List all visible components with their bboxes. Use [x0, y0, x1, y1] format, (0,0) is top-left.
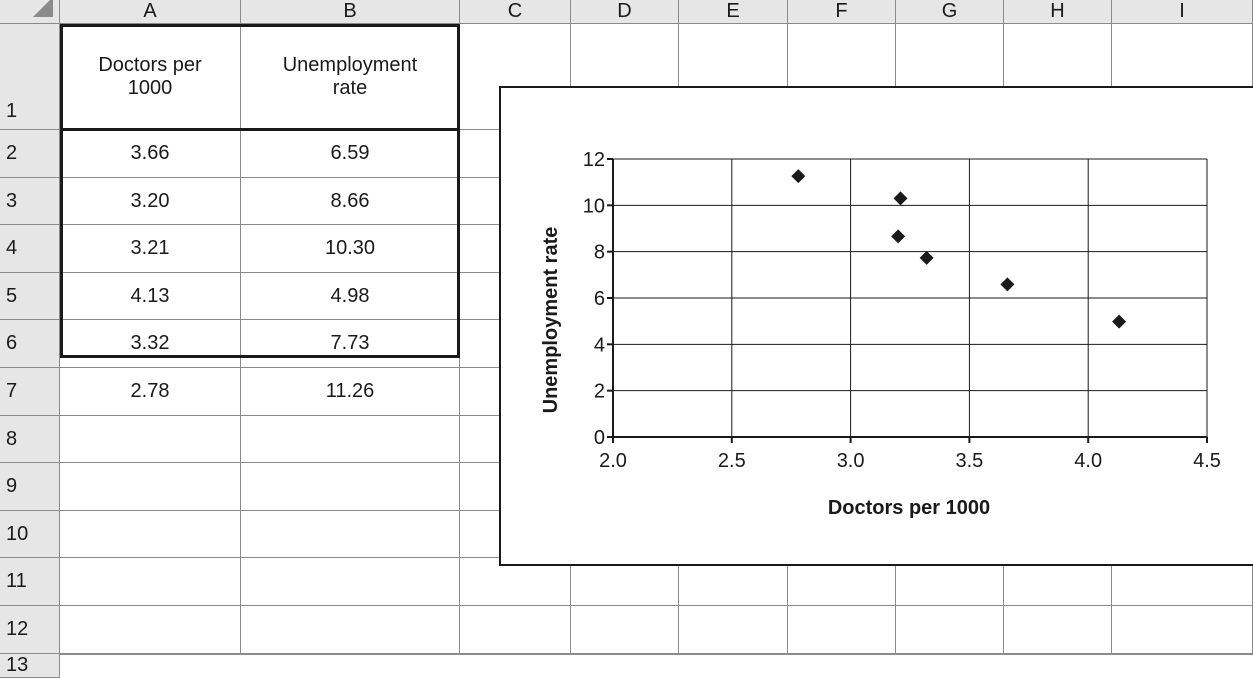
- cell-c12[interactable]: [460, 606, 571, 654]
- cell-h12[interactable]: [1004, 606, 1112, 654]
- cell-f13[interactable]: [788, 654, 896, 655]
- cell-b8[interactable]: [241, 416, 460, 463]
- cell-a3[interactable]: 3.20: [60, 178, 241, 225]
- column-header-e[interactable]: E: [679, 0, 788, 24]
- column-header-f[interactable]: F: [788, 0, 896, 24]
- cell-d12[interactable]: [571, 606, 679, 654]
- select-all-corner[interactable]: [0, 0, 60, 24]
- cell-a7[interactable]: 2.78: [60, 368, 241, 416]
- chart-gridlines: [613, 158, 1208, 437]
- cell-b1[interactable]: Unemployment rate: [241, 24, 460, 130]
- select-all-triangle-icon: [33, 0, 53, 17]
- x-tick-label: 2.5: [718, 450, 746, 472]
- data-point-diamond: [893, 191, 908, 206]
- cell-b12[interactable]: [241, 606, 460, 654]
- cell-a13[interactable]: [60, 654, 241, 655]
- row-header-9[interactable]: 9: [0, 463, 60, 511]
- cell-f12[interactable]: [788, 606, 896, 654]
- cell-a11[interactable]: [60, 558, 241, 606]
- cell-b9[interactable]: [241, 463, 460, 511]
- cell-a12[interactable]: [60, 606, 241, 654]
- column-header-h[interactable]: H: [1004, 0, 1112, 24]
- cell-a6[interactable]: 3.32: [60, 320, 241, 368]
- cell-a8[interactable]: [60, 416, 241, 463]
- data-point-diamond: [1000, 277, 1015, 292]
- column-header-a[interactable]: A: [60, 0, 241, 24]
- column-header-i[interactable]: I: [1112, 0, 1253, 24]
- cell-a10[interactable]: [60, 511, 241, 558]
- cell-e13[interactable]: [679, 654, 788, 655]
- y-tick-label: 4: [594, 334, 605, 356]
- chart-axes: 0 2 4 6 8 10 12 2.0 2.5 3.0 3.5 4.0 4.5: [583, 149, 1221, 472]
- cell-b13[interactable]: [241, 654, 460, 655]
- cell-b2[interactable]: 6.59: [241, 130, 460, 178]
- row-header-11[interactable]: 11: [0, 558, 60, 606]
- data-point-diamond: [1112, 314, 1127, 329]
- x-tick-label: 4.0: [1074, 450, 1102, 472]
- x-tick-label: 2.0: [599, 450, 627, 472]
- cell-a5[interactable]: 4.13: [60, 273, 241, 320]
- cell-h13[interactable]: [1004, 654, 1112, 655]
- cell-i13[interactable]: [1112, 654, 1253, 655]
- column-header-c[interactable]: C: [460, 0, 571, 24]
- cell-a2[interactable]: 3.66: [60, 130, 241, 178]
- x-tick-label: 3.0: [837, 450, 865, 472]
- y-tick-label: 8: [594, 242, 605, 264]
- column-header-b[interactable]: B: [241, 0, 460, 24]
- cell-a1[interactable]: Doctors per 1000: [60, 24, 241, 130]
- cell-i12[interactable]: [1112, 606, 1253, 654]
- x-axis-title: Doctors per 1000: [828, 497, 990, 519]
- scatter-chart[interactable]: 0 2 4 6 8 10 12 2.0 2.5 3.0 3.5 4.0 4.5 Doctors per …: [499, 86, 1253, 566]
- row-header-5[interactable]: 5: [0, 273, 60, 320]
- y-tick-label: 10: [583, 195, 605, 217]
- row-header-10[interactable]: 10: [0, 511, 60, 558]
- y-tick-label: 0: [594, 427, 605, 449]
- cell-d13[interactable]: [571, 654, 679, 655]
- cell-b10[interactable]: [241, 511, 460, 558]
- chart-points: [791, 169, 1127, 329]
- y-tick-label: 2: [594, 381, 605, 403]
- cell-b3[interactable]: 8.66: [241, 178, 460, 225]
- cell-b6[interactable]: 7.73: [241, 320, 460, 368]
- column-header-d[interactable]: D: [571, 0, 679, 24]
- cell-b7[interactable]: 11.26: [241, 368, 460, 416]
- chart-canvas: 0 2 4 6 8 10 12 2.0 2.5 3.0 3.5 4.0 4.5 Doctors per …: [540, 149, 1221, 519]
- x-tick-label: 3.5: [955, 450, 983, 472]
- y-axis-title: Unemployment rate: [540, 227, 562, 414]
- y-tick-label: 12: [583, 149, 605, 171]
- cell-b11[interactable]: [241, 558, 460, 606]
- data-point-diamond: [891, 229, 906, 244]
- y-tick-label: 6: [594, 288, 605, 310]
- cell-g12[interactable]: [896, 606, 1004, 654]
- row-header-1[interactable]: 1: [0, 24, 60, 130]
- column-header-g[interactable]: G: [896, 0, 1004, 24]
- cell-b4[interactable]: 10.30: [241, 225, 460, 273]
- row-header-2[interactable]: 2: [0, 130, 60, 178]
- row-header-12[interactable]: 12: [0, 606, 60, 654]
- cell-c13[interactable]: [460, 654, 571, 655]
- row-header-13[interactable]: 13: [0, 654, 60, 678]
- cell-a9[interactable]: [60, 463, 241, 511]
- row-header-4[interactable]: 4: [0, 225, 60, 273]
- row-header-3[interactable]: 3: [0, 178, 60, 225]
- row-header-7[interactable]: 7: [0, 368, 60, 416]
- row-header-8[interactable]: 8: [0, 416, 60, 463]
- x-tick-label: 4.5: [1193, 450, 1221, 472]
- data-point-diamond: [791, 169, 806, 184]
- row-header-6[interactable]: 6: [0, 320, 60, 368]
- data-point-diamond: [919, 250, 934, 265]
- cell-a4[interactable]: 3.21: [60, 225, 241, 273]
- cell-g13[interactable]: [896, 654, 1004, 655]
- cell-e12[interactable]: [679, 606, 788, 654]
- cell-b5[interactable]: 4.98: [241, 273, 460, 320]
